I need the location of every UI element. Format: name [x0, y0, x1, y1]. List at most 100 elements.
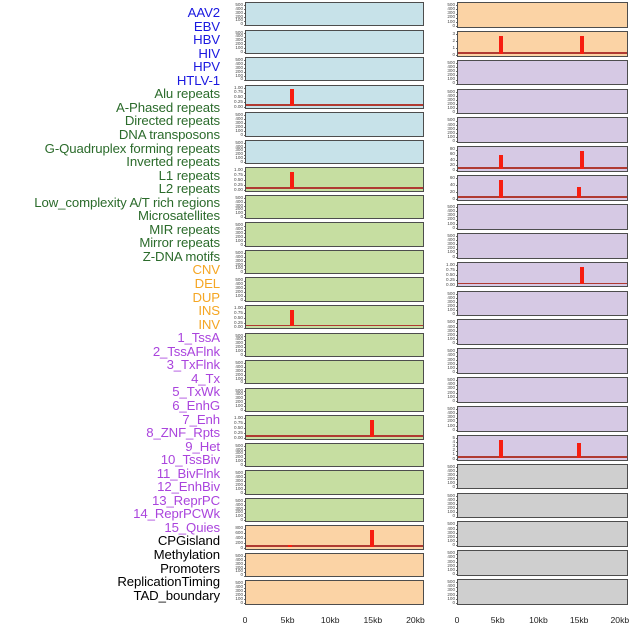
plot-area-purple	[457, 232, 628, 259]
y-tick-label: 500	[235, 112, 246, 118]
y-tick-label: 300	[235, 560, 246, 566]
track-label-directed-repeats: Directed repeats	[124, 113, 220, 129]
y-axis-ticks: 500 400 300 200 100 0	[440, 117, 458, 144]
y-tick-label: 0	[240, 517, 245, 523]
y-axis-ticks: 500 400 300 200 100 0	[228, 2, 246, 27]
y-tick-label: 0.75	[234, 89, 246, 95]
y-tick-label: 60	[449, 151, 458, 157]
y-tick-label: 500	[447, 88, 458, 94]
y-axis-ticks: 500 400 300 200 100 0	[228, 250, 246, 274]
y-tick-label: 100	[447, 18, 458, 24]
y-tick-label: 100	[235, 265, 246, 271]
y-tick-label: 500	[235, 194, 246, 200]
y-tick-label: 0	[452, 311, 457, 317]
track-label-5-txwk: 5_TxWk	[172, 384, 220, 400]
plot-area-green	[245, 360, 424, 385]
data-bar	[499, 439, 504, 458]
y-tick-label: 200	[235, 123, 246, 129]
y-tick-label: 300	[235, 285, 246, 291]
y-tick-label: 0.25	[234, 99, 246, 105]
track-label-14-reprpcwk: 14_ReprPCWk	[133, 506, 220, 522]
y-tick-label: 0.50	[446, 272, 458, 278]
y-tick-label: 300	[447, 125, 458, 131]
y-tick-label: 0	[452, 51, 457, 57]
y-tick-label: 300	[447, 471, 458, 477]
plot-area-green	[245, 442, 424, 468]
plot-area-orange	[457, 30, 628, 57]
y-tick-label: 400	[235, 584, 246, 590]
plot-area-gray	[457, 521, 628, 548]
y-axis-ticks: 500 400 300 200 100 0	[440, 377, 458, 403]
y-tick-label: 400	[235, 198, 246, 204]
y-tick-label: 100	[447, 364, 458, 370]
plot-area-blue	[245, 112, 424, 137]
y-axis-ticks: 500 400 300 200 100 0	[228, 443, 246, 467]
y-tick-label: 100	[447, 393, 458, 399]
track-panel: 500 400 300 200 100 0	[228, 29, 424, 54]
y-axis-ticks: 500 400 300 200 100 0	[440, 232, 458, 259]
x-axis: 0 5kb 10kb 15kb 20kb	[455, 610, 630, 628]
y-tick-label: 400	[447, 381, 458, 387]
y-tick-label: 200	[235, 399, 246, 405]
y-axis-ticks: 500 400 300 200 100 0	[440, 579, 458, 605]
plot-area-green	[245, 470, 424, 495]
track-label-alu-repeats: Alu repeats	[154, 86, 220, 102]
plot-area-gray	[457, 579, 628, 605]
y-axis-ticks: 500 400 300 200 100 0	[228, 57, 246, 81]
y-tick-label: 100	[447, 249, 458, 255]
baseline	[458, 167, 627, 169]
y-tick-label: 0.00	[234, 186, 246, 192]
baseline	[458, 282, 627, 285]
y-tick-label: 300	[235, 340, 246, 346]
track-label-hiv: HIV	[198, 45, 220, 61]
y-tick-label: 100	[235, 513, 246, 519]
right-panel-column: 500 400 300 200 100 0 3 2 1 0 500 400 300 200 100 0 500 4…	[440, 0, 630, 630]
y-tick-label: 0	[452, 513, 457, 519]
y-tick-label: 300	[235, 119, 246, 125]
track-label-inverted-repeats: Inverted repeats	[126, 154, 220, 170]
track-panel: 500 400 300 200 100 0	[440, 579, 630, 605]
y-tick-label: 200	[235, 539, 246, 545]
y-tick-label: 1.00	[234, 84, 246, 90]
y-tick-label: 100	[447, 335, 458, 341]
track-panel: 500 400 300 200 100 0	[228, 387, 424, 412]
y-tick-label: 100	[235, 375, 246, 381]
y-tick-label: 200	[447, 360, 458, 366]
track-label-mirror-repeats: Mirror repeats	[139, 235, 220, 251]
y-tick-label: 0	[452, 138, 457, 144]
plot-area-purple	[457, 348, 628, 374]
x-tick-label: 15kb	[363, 615, 383, 625]
baseline	[458, 455, 627, 458]
y-tick-label: 0	[240, 131, 245, 137]
x-tick-label: 0	[242, 615, 248, 625]
plot-area-purple	[457, 406, 628, 432]
y-axis-ticks: 500 400 300 200 100 0	[228, 360, 246, 384]
track-label-l1-repeats: L1 repeats	[158, 167, 220, 183]
y-tick-label: 500	[447, 232, 458, 238]
y-tick-label: 300	[235, 202, 246, 208]
y-tick-label: 300	[235, 9, 246, 15]
track-panel: 500 400 300 200 100 0	[228, 580, 424, 605]
y-tick-label: 0.75	[234, 420, 246, 425]
y-tick-label: 200	[235, 509, 246, 515]
y-tick-label: 100	[447, 220, 458, 226]
y-tick-label: 100	[235, 17, 246, 23]
y-tick-label: 0	[240, 21, 245, 27]
y-tick-label: 500	[235, 2, 246, 7]
y-tick-label: 300	[447, 10, 458, 16]
y-tick-label: 200	[235, 564, 246, 570]
y-tick-label: 300	[235, 505, 246, 511]
y-tick-label: 500	[235, 552, 246, 558]
plot-area-purple	[457, 175, 628, 201]
y-tick-label: 500	[235, 29, 246, 35]
y-tick-label: 400	[235, 60, 246, 66]
baseline	[458, 196, 627, 198]
y-tick-label: 200	[235, 454, 246, 460]
y-tick-label: 200	[447, 129, 458, 135]
plot-area-purple	[457, 117, 628, 144]
y-tick-label: 200	[235, 481, 246, 487]
track-panel: 500 400 300 200 100 0	[440, 2, 630, 28]
y-tick-label: 3	[452, 443, 457, 449]
y-tick-label: 0.00	[234, 103, 246, 109]
y-tick-label: 300	[235, 257, 246, 263]
